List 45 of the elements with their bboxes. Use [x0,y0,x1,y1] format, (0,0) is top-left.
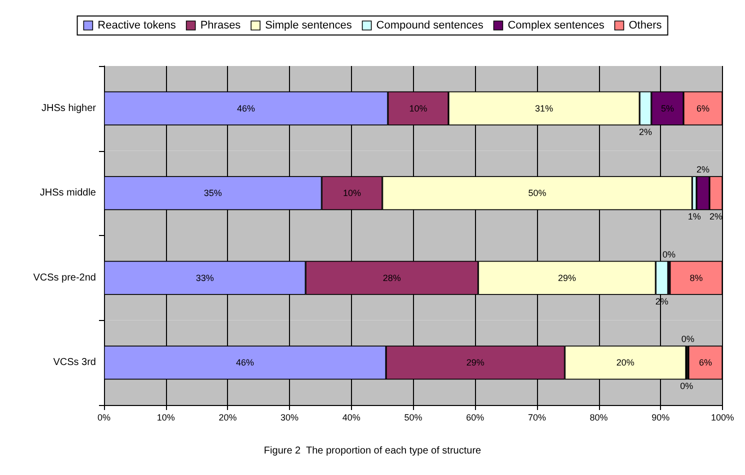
data-label: 35% [204,188,222,198]
y-tick-label: VCSs 3rd [53,357,96,368]
x-tick-label: 10% [156,412,175,422]
x-tick-label: 80% [590,412,608,422]
data-label: 33% [196,272,214,283]
legend-label: Phrases [200,20,242,32]
data-label: 8% [690,272,703,283]
data-label: 0% [662,249,676,260]
data-label: 6% [696,103,710,114]
data-label: 20% [616,358,634,368]
data-label: 29% [558,272,576,283]
data-label: 31% [535,103,554,114]
x-tick-label: 30% [280,412,299,422]
data-label: 2% [696,164,710,175]
x-tick-label: 60% [466,412,484,422]
data-label: 6% [698,358,712,368]
x-tick-label: 0% [97,412,111,422]
data-label: 46% [236,358,254,368]
data-label: 50% [528,188,546,198]
legend-label: Simple sentences [265,20,352,32]
y-tick-label: VCSs pre-2nd [33,272,96,284]
data-label: 28% [382,272,401,283]
data-label: 10% [343,188,362,198]
x-tick-label: 40% [342,412,360,422]
data-label: 1% [688,212,701,222]
x-tick-label: 90% [652,412,670,422]
legend-label: Reactive tokens [98,20,176,32]
data-label: 2% [709,212,723,222]
data-label: 10% [409,103,428,114]
legend-label: Complex sentences [508,20,605,32]
data-label: 46% [236,103,255,114]
data-label: 0% [681,334,694,344]
y-tick-label: JHSs middle [40,188,96,199]
data-label: 0% [680,381,694,392]
x-tick-label: 50% [404,412,422,422]
data-label: 2% [638,126,652,137]
data-label: 29% [466,358,484,368]
x-tick-label: 20% [218,412,237,422]
x-tick-label: 70% [528,412,546,422]
data-label: 5% [660,103,674,114]
legend-label: Others [628,20,662,32]
text: Figure 2 The proportion of each type of structure [264,446,482,456]
legend-label: Compound sentences [376,20,484,32]
y-tick-label: JHSs higher [42,102,97,114]
x-tick-label: 100% [710,412,734,422]
